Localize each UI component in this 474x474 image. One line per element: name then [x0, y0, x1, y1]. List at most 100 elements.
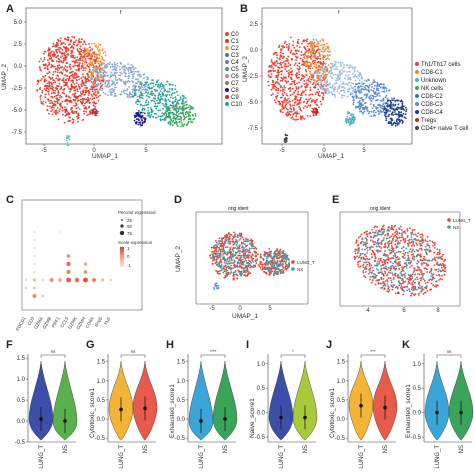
scatter-point [146, 89, 149, 91]
scatter-point [339, 77, 341, 79]
scatter-point [116, 79, 119, 81]
scatter-point [59, 94, 61, 97]
scatter-point [314, 72, 317, 74]
scatter-point [294, 62, 297, 65]
scatter-point [237, 270, 240, 273]
scatter-point [51, 53, 54, 56]
legend-swatch [415, 110, 419, 114]
scatter-point [304, 39, 307, 42]
scatter-point [281, 90, 284, 93]
scatter-point [326, 47, 329, 49]
scatter-point [277, 69, 280, 72]
scatter-point [286, 46, 288, 49]
scatter-point [150, 99, 153, 102]
cluster-cd8-c4 [383, 97, 408, 127]
scatter-point [270, 59, 273, 61]
scatter-point [277, 252, 280, 254]
scatter-point [432, 244, 434, 247]
scatter-point [272, 83, 275, 86]
scatter-point [41, 91, 44, 94]
scatter-point [168, 116, 170, 119]
scatter-point [318, 71, 321, 74]
scatter-point [78, 86, 80, 88]
scatter-point [63, 54, 66, 57]
scatter-point [149, 82, 152, 85]
scatter-point [394, 99, 397, 102]
scatter-point [280, 61, 282, 64]
scatter-point [384, 107, 387, 110]
scatter-point [58, 67, 61, 70]
scatter-point [131, 91, 134, 93]
scatter-point [55, 67, 58, 70]
scatter-point [73, 89, 76, 92]
scatter-point [113, 82, 115, 85]
scatter-point [287, 65, 290, 67]
scatter-point [91, 58, 94, 61]
panel-c: C PDCD1 CD3GZMAGZMBPRF1CCL5GZMKGZMHCD8AIF… [6, 194, 156, 332]
scatter-point [312, 56, 315, 58]
scatter-point [127, 77, 130, 80]
scatter-point [70, 83, 73, 86]
scatter-point [298, 76, 300, 79]
scatter-point [84, 102, 86, 105]
scatter-point [169, 123, 172, 125]
scatter-point [351, 86, 353, 89]
scatter-point [277, 89, 280, 91]
scatter-point [425, 262, 427, 265]
scatter-point [295, 87, 298, 90]
legend-swatch [415, 78, 419, 82]
scatter-point [72, 76, 75, 78]
scatter-point [87, 96, 89, 99]
scatter-point [254, 265, 257, 268]
scatter-point [391, 119, 394, 122]
scatter-point [66, 135, 69, 137]
scatter-point [91, 95, 94, 97]
scatter-point [410, 288, 413, 291]
scatter-point [42, 100, 45, 103]
scatter-point [291, 70, 294, 72]
scatter-point [242, 258, 244, 261]
scatter-point [229, 262, 231, 265]
scatter-point [176, 114, 179, 117]
scatter-point [438, 248, 441, 251]
scatter-point [132, 95, 135, 97]
scatter-point [287, 267, 289, 269]
scatter-point [331, 62, 334, 65]
scatter-point [277, 87, 280, 90]
scatter-point [75, 76, 78, 79]
scatter-point [174, 88, 177, 91]
scatter-point [220, 243, 223, 246]
scatter-point [374, 283, 377, 286]
scatter-point [172, 124, 174, 126]
scatter-point [295, 86, 298, 88]
scatter-point [47, 47, 50, 49]
scatter-point [270, 69, 272, 72]
scatter-point [111, 82, 114, 85]
scatter-point [243, 254, 246, 257]
scatter-point [82, 118, 84, 121]
scatter-point [50, 107, 53, 109]
scatter-point [73, 105, 76, 107]
scatter-point [36, 82, 39, 85]
scatter-point [316, 74, 318, 77]
scatter-point [49, 87, 52, 89]
scatter-point [270, 94, 273, 96]
scatter-point [211, 250, 214, 253]
scatter-point [44, 101, 47, 104]
scatter-point [57, 92, 60, 95]
scatter-point [278, 100, 281, 103]
scatter-point [325, 69, 328, 72]
scatter-point [276, 260, 279, 263]
scatter-point [107, 94, 109, 96]
scatter-point [168, 90, 171, 93]
scatter-point [86, 73, 89, 76]
scatter-point [135, 78, 138, 81]
scatter-point [173, 115, 176, 118]
scatter-point [77, 112, 80, 115]
scatter-point [91, 56, 93, 59]
scatter-point [290, 108, 293, 110]
dotplot-dot [83, 270, 88, 274]
scatter-point [390, 235, 393, 238]
scatter-point [225, 246, 227, 249]
scatter-point [282, 260, 285, 263]
